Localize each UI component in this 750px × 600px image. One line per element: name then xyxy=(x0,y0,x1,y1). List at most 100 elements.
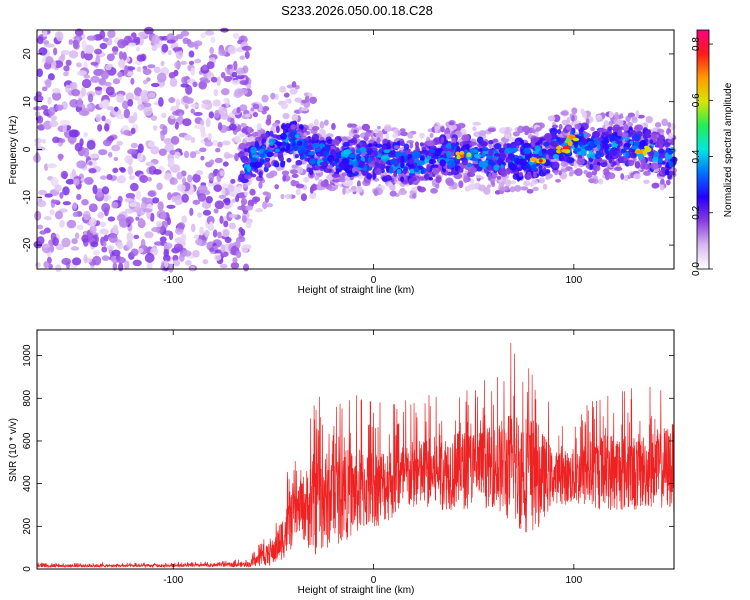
spectrogram-cell xyxy=(398,189,407,196)
spectrogram-cell xyxy=(608,111,614,118)
spectrogram-cell xyxy=(135,216,140,221)
spectrogram-cell xyxy=(250,146,257,154)
spectrogram-cell xyxy=(373,129,379,134)
spectrogram-cell xyxy=(197,192,207,202)
spectrogram-cell xyxy=(167,192,172,201)
spectrogram-cell xyxy=(249,161,258,168)
spectrogram-cell xyxy=(348,153,357,159)
spectrogram-cell xyxy=(409,168,415,174)
spectrogram-cell xyxy=(555,178,562,183)
x-tick-label: 100 xyxy=(565,575,582,586)
spectrogram-cell xyxy=(594,139,601,146)
spectrogram-cell xyxy=(169,77,178,88)
spectrogram-cell xyxy=(56,31,64,42)
spectrogram-cell xyxy=(162,125,168,135)
spectrogram-cell xyxy=(133,36,141,43)
spectrogram-cell xyxy=(478,147,483,153)
spectrogram-cell xyxy=(367,143,373,147)
spectrogram-cell xyxy=(554,171,558,176)
spectrogram-cell xyxy=(37,189,48,196)
spectrogram-cell xyxy=(213,208,219,214)
spectrogram-cell xyxy=(107,29,116,39)
spectrogram-cell xyxy=(520,139,525,147)
spectrogram-cell xyxy=(500,164,505,169)
spectrogram-cell xyxy=(488,172,492,181)
spectrogram-cell xyxy=(227,45,237,55)
spectrogram-cell xyxy=(512,173,519,180)
spectrogram-cell xyxy=(112,51,118,56)
spectrogram-cell xyxy=(137,104,145,111)
spectrogram-cell xyxy=(182,250,192,257)
spectrogram-cell xyxy=(643,179,650,184)
spectrogram-cell xyxy=(77,98,83,108)
spectrogram-cell xyxy=(284,193,292,200)
spectrogram-cell xyxy=(142,79,148,85)
spectrogram-cell xyxy=(660,184,665,191)
spectrogram-cell xyxy=(239,80,249,86)
spectrogram-cell xyxy=(117,241,124,250)
spectrogram-cell xyxy=(81,78,92,89)
spectrogram-cell xyxy=(241,215,247,223)
spectrogram-cell xyxy=(232,257,238,264)
spectrogram-cell xyxy=(615,140,623,145)
spectrogram-cell xyxy=(224,237,232,244)
spectrogram-cell xyxy=(63,71,69,77)
spectrogram-cell xyxy=(169,177,178,185)
spectrogram-cell xyxy=(215,147,221,153)
spectrogram-cell xyxy=(589,163,594,170)
spectrogram-cell xyxy=(38,195,43,203)
spectrogram-cell xyxy=(469,178,475,185)
spectrogram-cell xyxy=(90,75,100,84)
spectrogram-cell xyxy=(383,149,391,154)
spectrogram-cell xyxy=(33,94,44,102)
spectrogram-cell xyxy=(140,238,146,249)
spectrogram-cell xyxy=(508,162,515,171)
spectrogram-cell xyxy=(107,216,116,222)
spectrogram-cell xyxy=(534,145,541,152)
spectrogram-cell xyxy=(200,132,207,138)
spectrogram-cell xyxy=(458,138,463,143)
spectrogram-cell xyxy=(322,157,329,163)
spectrogram-cell xyxy=(159,212,167,220)
spectrogram-cell xyxy=(300,107,309,112)
spectrogram-cell xyxy=(192,173,201,183)
spectrogram-cell xyxy=(565,126,572,131)
spectrogram-cell xyxy=(192,199,201,205)
spectrogram-cell xyxy=(95,113,102,122)
spectrogram-cell xyxy=(262,105,270,112)
spectrogram-cell xyxy=(99,30,106,40)
spectrogram-cell xyxy=(543,141,550,147)
spectrogram-cell xyxy=(542,166,547,174)
spectrogram-cell xyxy=(81,198,89,206)
spectrogram-cell xyxy=(107,135,115,142)
spectrogram-cell xyxy=(314,119,319,126)
spectrogram-cell xyxy=(143,106,153,117)
spectrogram-cell xyxy=(136,54,145,62)
spectrogram-cell xyxy=(166,39,176,44)
spectrogram-cell xyxy=(289,169,298,175)
spectrogram-cell xyxy=(408,158,414,165)
colorbar-tick-label: 0.0 xyxy=(691,262,702,276)
spectrogram-cell xyxy=(138,217,144,226)
spectrogram-x-ticks: -100 0 100 xyxy=(163,30,583,286)
spectrogram-cell xyxy=(282,112,290,120)
spectrogram-cell xyxy=(291,164,299,169)
y-tick-label: 400 xyxy=(22,475,33,492)
spectrogram-cell xyxy=(61,257,71,266)
snr-marks xyxy=(36,342,675,569)
spectrogram-cell xyxy=(232,32,240,39)
spectrogram-cell xyxy=(214,157,223,164)
spectrogram-cell xyxy=(439,159,446,167)
spectrogram-cell xyxy=(72,202,78,210)
spectrogram-cell xyxy=(640,163,646,170)
spectrogram-cell xyxy=(72,211,79,217)
spectrogram-cell xyxy=(589,140,594,149)
spectrogram-cell xyxy=(400,140,405,147)
spectrogram-cell xyxy=(106,106,115,111)
spectrogram-cell xyxy=(639,139,646,146)
spectrogram-cell xyxy=(41,138,46,144)
spectrogram-cell xyxy=(421,167,427,174)
snr-y-axis-label: SNR (10 * v/v) xyxy=(8,418,19,482)
spectrogram-cell xyxy=(73,178,80,186)
spectrogram-cell xyxy=(49,209,55,215)
